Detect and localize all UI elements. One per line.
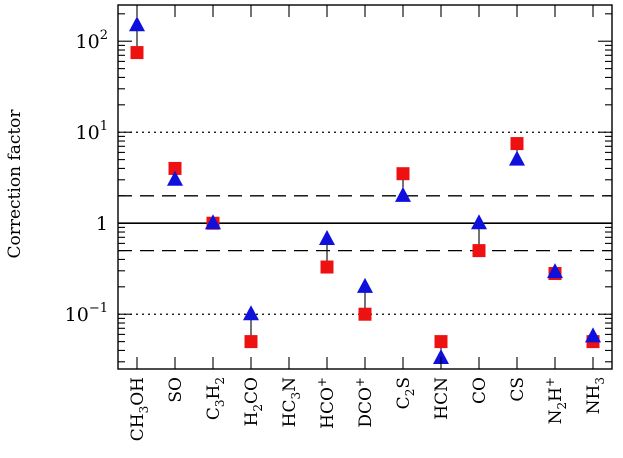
category-label: N2H+ xyxy=(543,377,569,424)
square-marker xyxy=(510,137,524,151)
triangle-marker xyxy=(243,305,259,321)
category-label: H2CO xyxy=(242,377,265,426)
y-tick-label: 10−1 xyxy=(65,301,108,326)
x-category-labels: CH3OH SO C3H2 H2CO HC3N HCO+ DCO+ C2S HCN CO CS N2H… xyxy=(128,377,607,441)
category-label: SO xyxy=(166,377,186,403)
category-label: C3H2 xyxy=(204,377,227,420)
category-label: CH3OH xyxy=(128,377,151,441)
triangle-marker xyxy=(205,214,221,230)
triangle-marker xyxy=(585,327,601,343)
triangle-marker xyxy=(395,186,411,202)
data-markers xyxy=(129,16,601,365)
y-tick-label: 1 xyxy=(96,213,108,235)
triangle-marker xyxy=(547,263,563,279)
category-label: NH3 xyxy=(584,377,607,414)
square-marker xyxy=(358,307,372,321)
square-marker xyxy=(320,260,334,274)
y-tick-label: 102 xyxy=(76,28,108,53)
y-tick-label: 101 xyxy=(76,119,108,144)
square-marker xyxy=(434,335,448,349)
square-marker xyxy=(168,161,182,175)
triangle-marker xyxy=(129,16,145,32)
triangle-marker xyxy=(471,214,487,230)
square-marker xyxy=(244,335,258,349)
y-tick-labels: 10−1 1 101 102 xyxy=(65,28,108,326)
category-label: DCO+ xyxy=(353,377,376,428)
category-label: C2S xyxy=(394,377,417,409)
category-label: HC3N xyxy=(280,377,303,427)
category-label: CS xyxy=(508,377,528,402)
triangle-marker xyxy=(167,170,183,186)
square-marker xyxy=(472,244,486,258)
category-label: HCO+ xyxy=(315,377,338,429)
category-label: CO xyxy=(470,377,490,404)
tick-marks xyxy=(118,5,612,369)
category-label: HCN xyxy=(432,377,452,420)
triangle-marker xyxy=(319,230,335,246)
triangle-marker xyxy=(357,277,373,293)
square-marker xyxy=(396,167,410,181)
y-axis-label: Correction factor xyxy=(5,109,25,259)
square-marker xyxy=(130,46,144,60)
triangle-marker xyxy=(433,349,449,365)
triangle-marker xyxy=(509,150,525,166)
